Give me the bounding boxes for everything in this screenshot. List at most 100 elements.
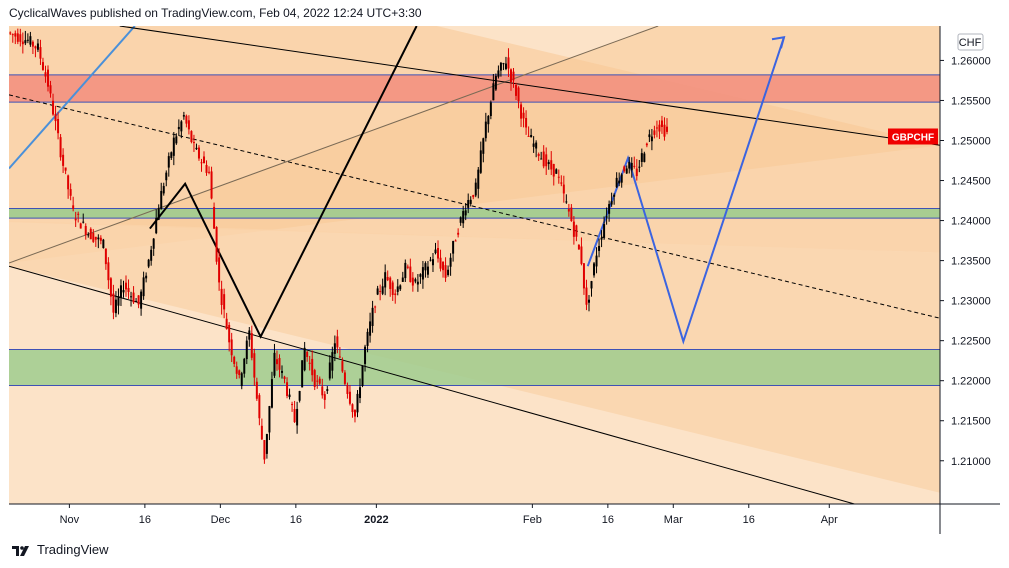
candle-body bbox=[92, 232, 95, 242]
candle-body bbox=[560, 182, 563, 184]
candle-body bbox=[421, 267, 424, 280]
candle-body bbox=[509, 69, 512, 82]
candle-body bbox=[152, 238, 155, 249]
candle-body bbox=[180, 121, 183, 132]
candle-body bbox=[545, 154, 548, 167]
candle-body bbox=[157, 208, 160, 220]
candle-body bbox=[182, 115, 185, 117]
candle-body bbox=[384, 272, 387, 288]
x-tick-label: 16 bbox=[290, 514, 302, 526]
candle-body bbox=[77, 213, 80, 215]
support-zone-lower bbox=[9, 349, 940, 386]
candle-body bbox=[401, 277, 404, 282]
candle-body bbox=[404, 262, 407, 279]
candle-body bbox=[235, 366, 238, 374]
candle-body bbox=[298, 391, 301, 401]
candle-body bbox=[361, 365, 364, 386]
candle-body bbox=[442, 261, 445, 271]
candle-body bbox=[452, 241, 455, 254]
y-tick-label: 1.23500 bbox=[951, 256, 991, 268]
candle-body bbox=[29, 36, 32, 45]
support-zone-upper bbox=[9, 208, 940, 219]
candle-body bbox=[333, 343, 336, 354]
candle-body bbox=[187, 120, 190, 130]
candle-body bbox=[203, 156, 206, 164]
candle-body bbox=[150, 249, 153, 261]
price-chart[interactable]: CHF 1.26000 1.25500 1.25000 1.24500 1.24000 1.… bbox=[1, 25, 1000, 534]
candle-body bbox=[477, 169, 480, 189]
candle-body bbox=[512, 71, 515, 81]
candle-body bbox=[54, 114, 57, 122]
candle-body bbox=[474, 182, 477, 196]
candle-body bbox=[603, 224, 606, 238]
candle-body bbox=[69, 189, 72, 196]
candle-body bbox=[595, 255, 598, 267]
candle-body bbox=[565, 201, 568, 203]
candle-body bbox=[89, 228, 92, 240]
x-tick-label: 16 bbox=[602, 514, 614, 526]
candle-body bbox=[598, 245, 601, 251]
candle-body bbox=[210, 171, 213, 199]
candle-body bbox=[195, 147, 198, 150]
candle-body bbox=[572, 221, 575, 237]
candle-body bbox=[286, 382, 289, 396]
candle-body bbox=[353, 409, 356, 417]
candle-body bbox=[414, 279, 417, 282]
candle-body bbox=[552, 164, 555, 177]
candle-body bbox=[281, 370, 284, 373]
candle-body bbox=[52, 100, 55, 115]
candle-body bbox=[140, 291, 143, 309]
candle-body bbox=[74, 218, 77, 221]
candle-body bbox=[147, 259, 150, 267]
chart-area[interactable]: CHF 1.26000 1.25500 1.25000 1.24500 1.24000 1.… bbox=[1, 25, 1000, 534]
candle-body bbox=[605, 216, 608, 218]
candle-body bbox=[125, 282, 128, 290]
candle-body bbox=[462, 211, 465, 224]
candle-body bbox=[665, 126, 668, 132]
candle-body bbox=[160, 190, 163, 210]
candle-body bbox=[381, 286, 384, 294]
candle-body bbox=[9, 32, 12, 34]
candle-body bbox=[250, 333, 253, 358]
candle-body bbox=[49, 85, 52, 94]
candle-body bbox=[633, 165, 636, 167]
candle-body bbox=[439, 257, 442, 269]
candle-body bbox=[293, 409, 296, 423]
candle-body bbox=[200, 162, 203, 164]
candle-body bbox=[41, 62, 44, 70]
candle-body bbox=[288, 394, 291, 398]
candle-body bbox=[628, 161, 631, 169]
candle-body bbox=[39, 47, 42, 59]
candle-body bbox=[487, 116, 490, 125]
candle-body bbox=[16, 33, 19, 42]
currency-label-box bbox=[957, 33, 984, 51]
candle-body bbox=[444, 265, 447, 278]
candle-body bbox=[326, 389, 329, 391]
candle-body bbox=[547, 162, 550, 165]
candle-body bbox=[655, 127, 658, 129]
candle-body bbox=[426, 266, 429, 275]
candle-body bbox=[59, 137, 62, 158]
candle-body bbox=[233, 356, 236, 364]
candle-body bbox=[497, 70, 500, 77]
blue-trendline bbox=[8, 25, 136, 170]
candle-body bbox=[273, 352, 276, 376]
candle-body bbox=[109, 278, 112, 297]
candle-body bbox=[175, 136, 178, 144]
candle-body bbox=[336, 336, 339, 348]
candle-body bbox=[99, 237, 102, 241]
candle-body bbox=[338, 356, 341, 358]
candle-body bbox=[570, 207, 573, 222]
y-tick-label: 1.25500 bbox=[951, 95, 991, 107]
candle-body bbox=[630, 162, 633, 171]
candle-body bbox=[265, 434, 268, 454]
candle-body bbox=[593, 263, 596, 276]
candle-body bbox=[351, 404, 354, 413]
candle-body bbox=[457, 232, 460, 235]
y-tick-label: 1.21000 bbox=[951, 456, 991, 468]
candle-body bbox=[26, 39, 29, 41]
candle-body bbox=[615, 177, 618, 188]
candle-body bbox=[303, 347, 306, 371]
candle-body bbox=[275, 359, 278, 365]
time-axis-panel bbox=[9, 504, 1000, 534]
